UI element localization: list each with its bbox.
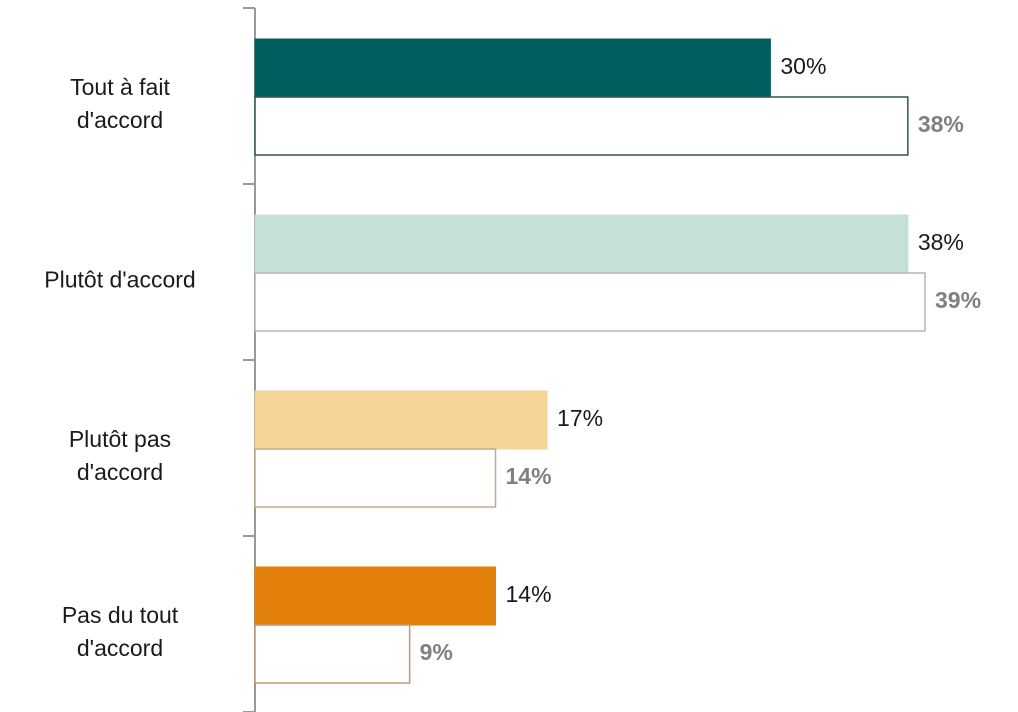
category-label: Plutôt pas d'accord [68,426,172,485]
value-label: 14% [506,463,552,489]
value-label: 30% [780,53,826,79]
bar [254,96,909,156]
bar [254,448,497,508]
category-label: Tout à fait d'accord [70,74,170,133]
category-label: Pas du tout d'accord [61,602,179,661]
value-label: 9% [420,639,453,665]
bar [254,566,497,626]
value-label: 38% [918,111,964,137]
value-label: 14% [506,581,552,607]
value-label: 39% [935,287,981,313]
bar [254,272,926,332]
category-label: Plutôt d'accord [44,266,196,293]
value-label: 17% [557,405,603,431]
bar [254,624,411,684]
bar [254,38,771,98]
bar [254,214,909,274]
bar [254,390,548,450]
value-label: 38% [918,229,964,255]
